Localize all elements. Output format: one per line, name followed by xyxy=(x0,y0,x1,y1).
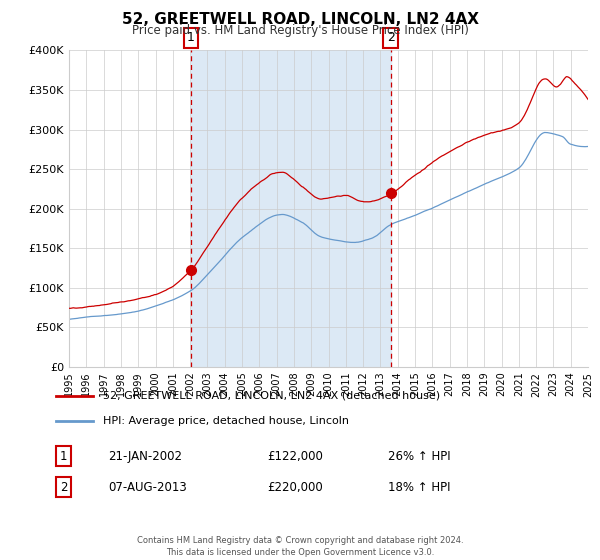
Text: £220,000: £220,000 xyxy=(267,480,323,494)
Text: 18% ↑ HPI: 18% ↑ HPI xyxy=(388,480,451,494)
Bar xyxy=(191,50,391,367)
Text: 52, GREETWELL ROAD, LINCOLN, LN2 4AX: 52, GREETWELL ROAD, LINCOLN, LN2 4AX xyxy=(121,12,479,27)
Text: HPI: Average price, detached house, Lincoln: HPI: Average price, detached house, Linc… xyxy=(103,416,349,426)
Text: 2: 2 xyxy=(60,480,67,494)
Text: 52, GREETWELL ROAD, LINCOLN, LN2 4AX (detached house): 52, GREETWELL ROAD, LINCOLN, LN2 4AX (de… xyxy=(103,391,440,401)
Text: Price paid vs. HM Land Registry's House Price Index (HPI): Price paid vs. HM Land Registry's House … xyxy=(131,24,469,36)
Text: 1: 1 xyxy=(60,450,67,463)
Text: 21-JAN-2002: 21-JAN-2002 xyxy=(109,450,182,463)
Text: £122,000: £122,000 xyxy=(267,450,323,463)
Text: 07-AUG-2013: 07-AUG-2013 xyxy=(109,480,187,494)
Text: 1: 1 xyxy=(187,31,195,44)
Text: 26% ↑ HPI: 26% ↑ HPI xyxy=(388,450,451,463)
Text: 2: 2 xyxy=(387,31,395,44)
Text: Contains HM Land Registry data © Crown copyright and database right 2024.
This d: Contains HM Land Registry data © Crown c… xyxy=(137,536,463,557)
